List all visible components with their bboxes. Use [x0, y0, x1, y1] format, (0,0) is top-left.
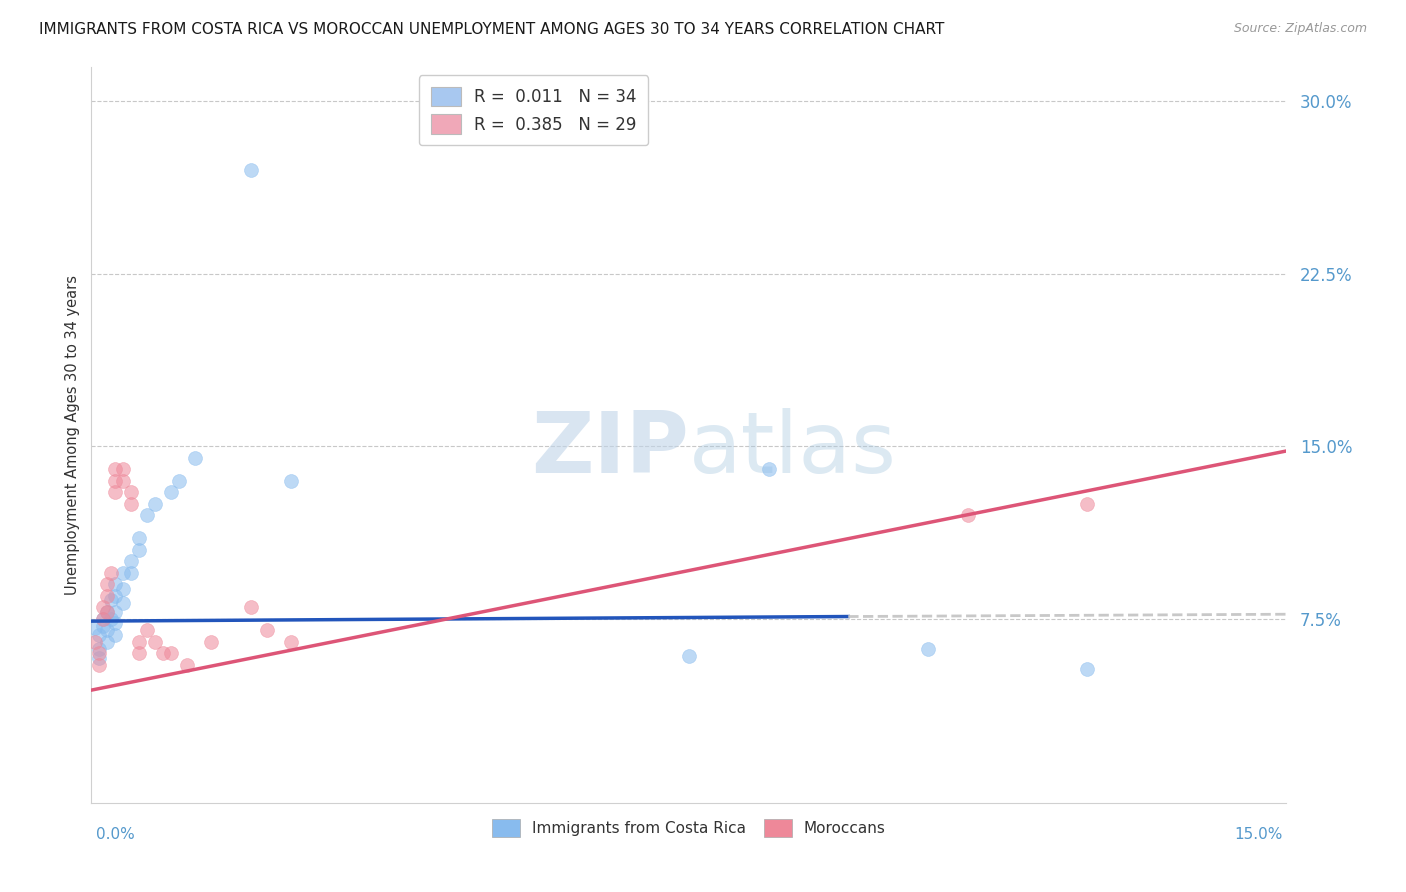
Point	[96, 635, 118, 649]
Point	[93, 612, 115, 626]
Text: Source: ZipAtlas.com: Source: ZipAtlas.com	[1233, 22, 1367, 36]
Point	[128, 646, 150, 660]
Point	[112, 462, 135, 476]
Point	[128, 532, 150, 546]
Text: atlas: atlas	[689, 408, 897, 491]
Point	[143, 497, 166, 511]
Point	[112, 566, 135, 580]
Point	[184, 450, 207, 465]
Point	[239, 600, 262, 615]
Point	[128, 635, 150, 649]
Text: ZIP: ZIP	[531, 408, 689, 491]
Point	[96, 605, 118, 619]
Point	[89, 628, 111, 642]
Point	[758, 462, 780, 476]
Point	[1076, 497, 1098, 511]
Point	[89, 641, 111, 656]
Point	[200, 635, 222, 649]
Point	[104, 589, 127, 603]
Point	[280, 635, 302, 649]
Point	[89, 657, 111, 672]
Point	[100, 566, 122, 580]
Point	[120, 485, 142, 500]
Text: 15.0%: 15.0%	[1234, 827, 1282, 842]
Point	[89, 646, 111, 660]
Point	[104, 462, 127, 476]
Point	[93, 618, 115, 632]
Legend: Immigrants from Costa Rica, Moroccans: Immigrants from Costa Rica, Moroccans	[486, 814, 891, 843]
Point	[256, 624, 278, 638]
Point	[96, 589, 118, 603]
Point	[956, 508, 979, 523]
Point	[678, 648, 700, 663]
Point	[84, 621, 107, 635]
Text: 0.0%: 0.0%	[96, 827, 135, 842]
Point	[96, 624, 118, 638]
Point	[917, 641, 939, 656]
Point	[152, 646, 174, 660]
Point	[112, 474, 135, 488]
Point	[104, 616, 127, 631]
Point	[176, 657, 198, 672]
Point	[93, 600, 115, 615]
Point	[93, 612, 115, 626]
Point	[84, 635, 107, 649]
Point	[120, 497, 142, 511]
Text: IMMIGRANTS FROM COSTA RICA VS MOROCCAN UNEMPLOYMENT AMONG AGES 30 TO 34 YEARS CO: IMMIGRANTS FROM COSTA RICA VS MOROCCAN U…	[39, 22, 945, 37]
Point	[104, 628, 127, 642]
Point	[120, 566, 142, 580]
Point	[1076, 662, 1098, 676]
Point	[100, 612, 122, 626]
Point	[104, 485, 127, 500]
Point	[128, 542, 150, 557]
Point	[120, 554, 142, 568]
Point	[280, 474, 302, 488]
Point	[89, 651, 111, 665]
Point	[104, 577, 127, 591]
Point	[96, 605, 118, 619]
Point	[100, 593, 122, 607]
Point	[104, 474, 127, 488]
Point	[160, 646, 183, 660]
Point	[136, 508, 159, 523]
Point	[136, 624, 159, 638]
Y-axis label: Unemployment Among Ages 30 to 34 years: Unemployment Among Ages 30 to 34 years	[65, 275, 80, 595]
Point	[112, 582, 135, 596]
Point	[143, 635, 166, 649]
Point	[239, 163, 262, 178]
Point	[160, 485, 183, 500]
Point	[104, 605, 127, 619]
Point	[112, 596, 135, 610]
Point	[96, 577, 118, 591]
Point	[167, 474, 190, 488]
